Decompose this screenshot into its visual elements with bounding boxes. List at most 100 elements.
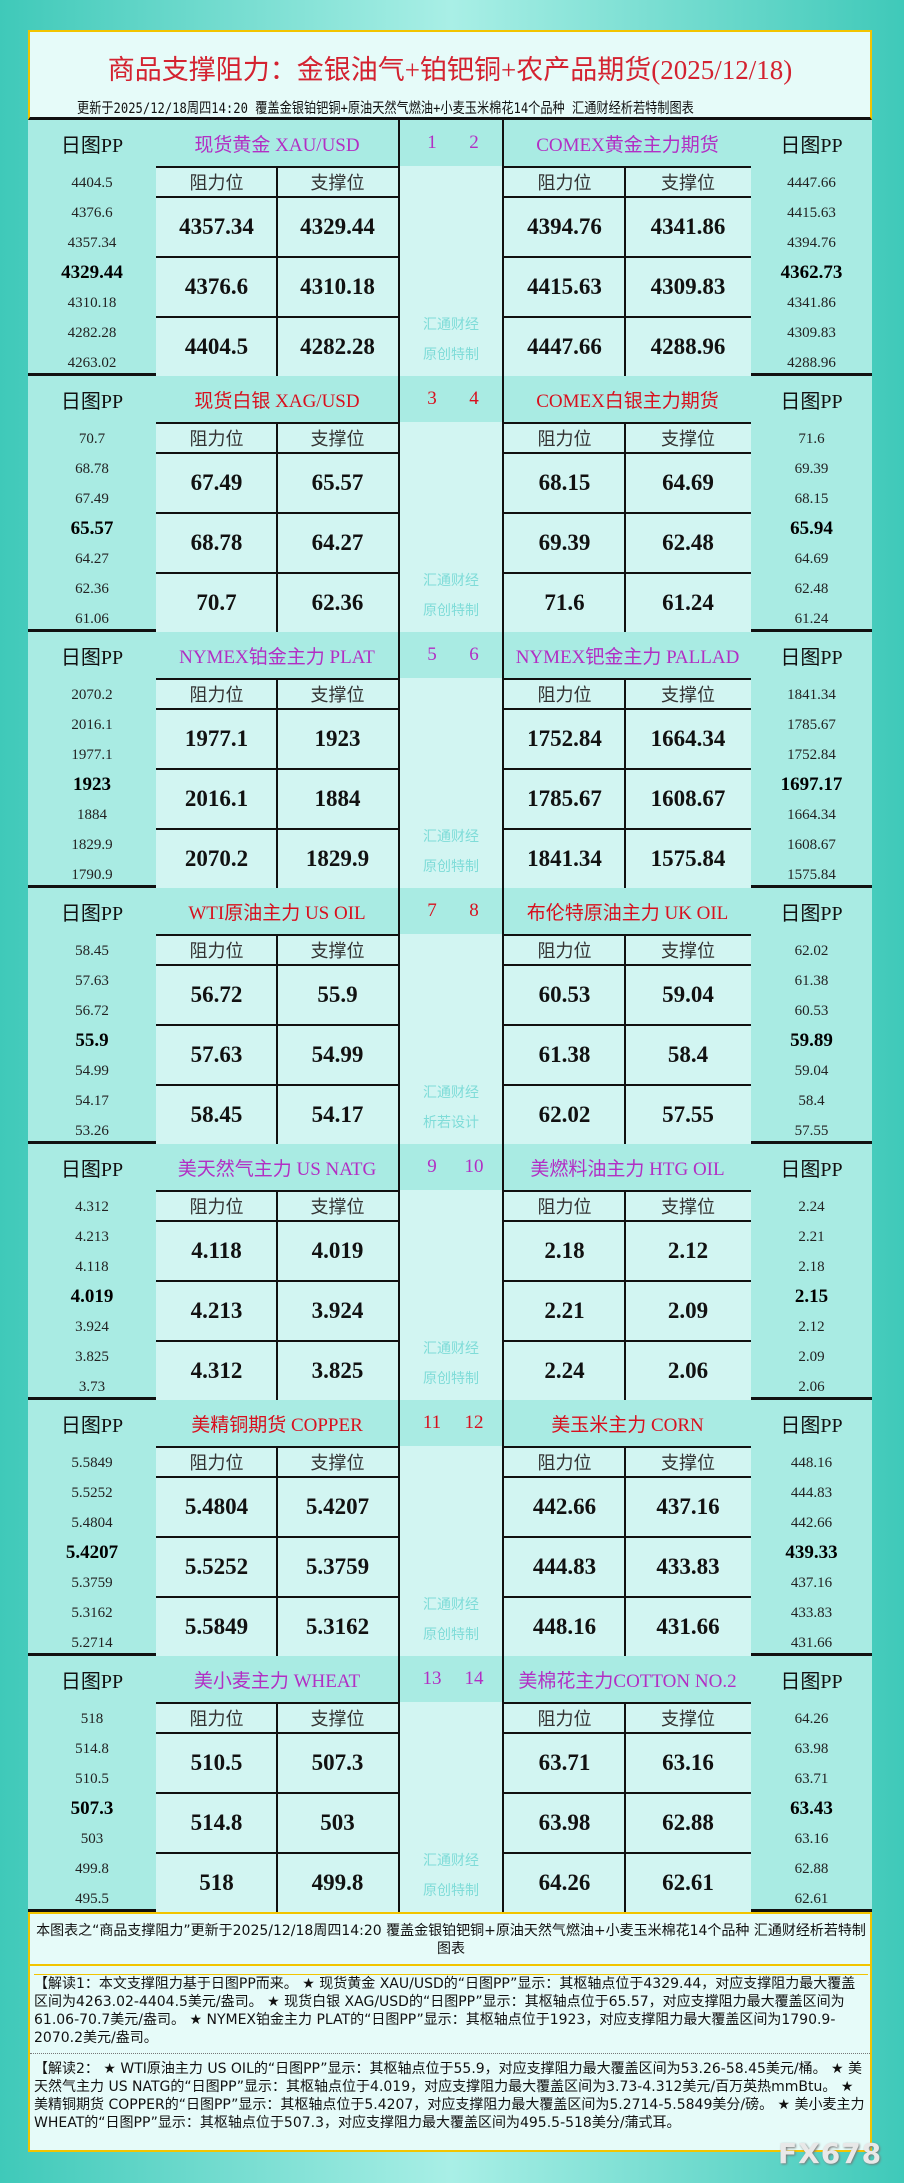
resistance-header: 阻力位 <box>504 1192 625 1222</box>
pp-level: 61.06 <box>75 610 109 627</box>
pp-header: 日图PP <box>60 134 124 157</box>
resistance-value: 68.78 <box>156 514 277 574</box>
resistance-header: 阻力位 <box>156 424 277 454</box>
levels-table: 阻力位 支撑位 1977.1 1923 2016.1 1884 2070.2 1829.9 <box>156 678 398 890</box>
support-value: 54.17 <box>277 1086 398 1146</box>
resistance-value: 67.49 <box>156 454 277 514</box>
product-name: 美玉米主力 CORN <box>551 1414 704 1436</box>
resistance-header: 阻力位 <box>156 1192 277 1222</box>
resistance-header: 阻力位 <box>504 424 625 454</box>
product-name: NYMEX钯金主力 PALLAD <box>515 646 740 668</box>
watermark-column: 汇通财经 原创特制 <box>398 1446 504 1656</box>
levels-table: 阻力位 支撑位 63.71 63.16 63.98 62.88 64.26 62.61 <box>504 1702 751 1914</box>
block-number: 1 <box>427 132 437 153</box>
pp-header: 日图PP <box>60 1670 124 1693</box>
watermark-column: 汇通财经 原创特制 <box>398 1702 504 1912</box>
support-value: 2.09 <box>625 1282 751 1342</box>
support-value: 63.16 <box>625 1734 751 1794</box>
watermark-column: 汇通财经 原创特制 <box>398 422 504 632</box>
resistance-header: 阻力位 <box>504 168 625 198</box>
support-value: 61.24 <box>625 574 751 634</box>
resistance-header: 阻力位 <box>156 680 277 710</box>
support-header: 支撑位 <box>625 936 751 966</box>
watermark-text: 原创特制 <box>423 1628 479 1643</box>
resistance-value: 2.21 <box>504 1282 625 1342</box>
block-number-header <box>398 376 504 422</box>
column-divider <box>624 1192 626 1400</box>
product-name: 现货白银 XAG/USD <box>194 390 360 412</box>
resistance-value: 4.118 <box>156 1222 277 1282</box>
column-divider <box>276 936 278 1144</box>
pp-level: 2.06 <box>798 1378 825 1395</box>
pp-level: 4282.28 <box>67 324 117 341</box>
watermark-text: 汇通财经 <box>423 574 479 589</box>
product-name: WTI原油主力 US OIL <box>188 902 366 924</box>
support-header: 支撑位 <box>625 1704 751 1734</box>
resistance-header: 阻力位 <box>156 1448 277 1478</box>
block-number-header <box>398 888 504 934</box>
resistance-header: 阻力位 <box>156 936 277 966</box>
column-divider <box>624 936 626 1144</box>
pp-level: 62.61 <box>794 1890 829 1907</box>
watermark-text: 汇通财经 <box>423 830 479 845</box>
pp-level: 4357.34 <box>67 234 117 251</box>
pp-level: 57.55 <box>794 1122 829 1139</box>
pp-level: 2.09 <box>798 1348 825 1365</box>
pp-level: 4.118 <box>75 1258 109 1275</box>
pivot-point: 4362.73 <box>780 262 843 283</box>
resistance-value: 58.45 <box>156 1086 277 1146</box>
support-value: 1664.34 <box>625 710 751 770</box>
watermark-text: 汇通财经 <box>423 1342 479 1357</box>
pp-level: 1977.1 <box>71 746 113 763</box>
fx678-logo: FX678 <box>778 2137 883 2170</box>
support-value: 4.019 <box>277 1222 398 1282</box>
pp-header: 日图PP <box>780 646 843 669</box>
divider <box>30 2053 870 2054</box>
pp-level: 63.16 <box>794 1830 829 1847</box>
column-divider <box>624 680 626 888</box>
pp-level: 3.825 <box>75 1348 109 1365</box>
support-value: 5.3759 <box>277 1538 398 1598</box>
pp-level: 433.83 <box>790 1604 833 1621</box>
resistance-value: 514.8 <box>156 1794 277 1854</box>
commodity-block: 日图PP 日图PP 现货白银 XAG/USD COMEX白银主力期货 3 4 汇通财经 原创特… <box>28 376 872 634</box>
support-value: 4309.83 <box>625 258 751 318</box>
pivot-point: 65.57 <box>70 518 114 539</box>
column-divider <box>276 1192 278 1400</box>
pp-level: 518 <box>80 1710 104 1727</box>
pp-level: 5.2714 <box>71 1634 113 1651</box>
levels-table: 阻力位 支撑位 4394.76 4341.86 4415.63 4309.83 4447.6… <box>504 166 751 378</box>
support-value: 64.69 <box>625 454 751 514</box>
watermark-column: 汇通财经 原创特制 <box>398 678 504 888</box>
resistance-value: 4.213 <box>156 1282 277 1342</box>
commodity-block: 日图PP 日图PP 美小麦主力 WHEAT 美棉花主力COTTON NO.2 13 14 汇… <box>28 1656 872 1914</box>
pivot-point: 63.43 <box>790 1798 833 1819</box>
support-header: 支撑位 <box>625 1448 751 1478</box>
column-divider <box>276 1448 278 1656</box>
resistance-value: 4394.76 <box>504 198 625 258</box>
support-value: 3.924 <box>277 1282 398 1342</box>
pp-header: 日图PP <box>780 1414 843 1437</box>
support-value: 507.3 <box>277 1734 398 1794</box>
resistance-value: 69.39 <box>504 514 625 574</box>
pp-header: 日图PP <box>780 902 843 925</box>
pp-level: 1841.34 <box>787 686 836 703</box>
support-value: 5.3162 <box>277 1598 398 1658</box>
support-value: 3.825 <box>277 1342 398 1402</box>
resistance-value: 68.15 <box>504 454 625 514</box>
resistance-value: 448.16 <box>504 1598 625 1658</box>
pivot-point: 5.4207 <box>65 1542 119 1563</box>
product-name: 美天然气主力 US NATG <box>177 1158 377 1180</box>
pp-level: 62.88 <box>794 1860 829 1877</box>
pp-level: 437.16 <box>790 1574 833 1591</box>
levels-table: 阻力位 支撑位 2.18 2.12 2.21 2.09 2.24 2.06 <box>504 1190 751 1402</box>
support-value: 54.99 <box>277 1026 398 1086</box>
pp-level: 4310.18 <box>67 294 117 311</box>
support-header: 支撑位 <box>277 424 398 454</box>
levels-table: 阻力位 支撑位 4357.34 4329.44 4376.6 4310.18 4404.5 4… <box>156 166 398 378</box>
resistance-header: 阻力位 <box>156 1704 277 1734</box>
resistance-value: 5.4804 <box>156 1478 277 1538</box>
product-name: 布伦特原油主力 UK OIL <box>526 902 729 924</box>
pp-level: 63.71 <box>794 1770 829 1787</box>
resistance-value: 1977.1 <box>156 710 277 770</box>
